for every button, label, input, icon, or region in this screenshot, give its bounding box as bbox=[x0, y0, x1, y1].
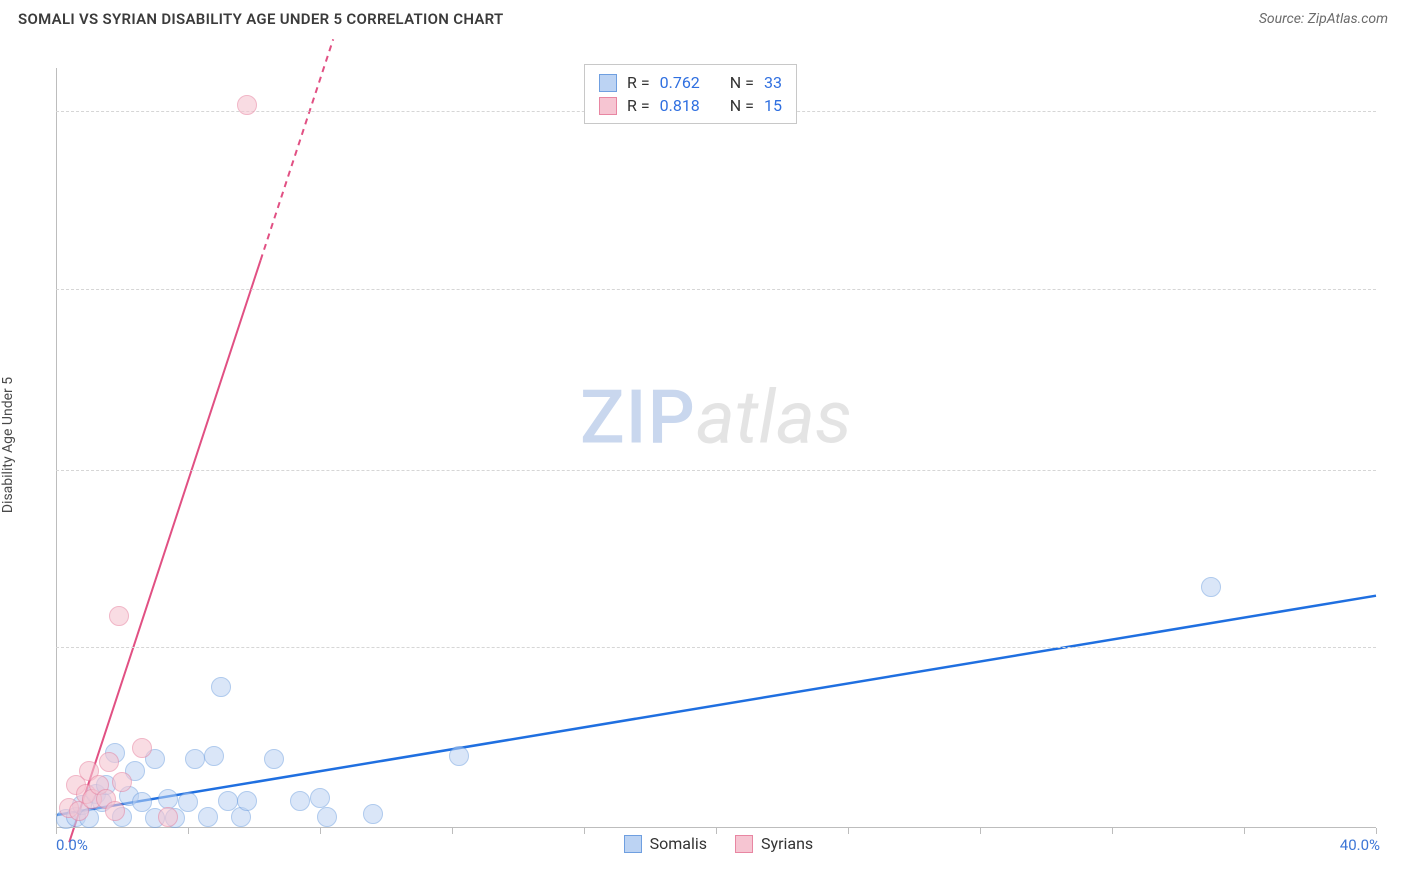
correlation-legend: R = 0.762 N = 33 R = 0.818 N = 15 bbox=[584, 64, 797, 124]
n-label: N = bbox=[730, 96, 754, 115]
scatter-point bbox=[363, 804, 383, 824]
series-legend: Somalis Syrians bbox=[624, 834, 814, 853]
y-tick-label: 12.5% bbox=[1386, 461, 1406, 479]
x-max-label: 40.0% bbox=[1340, 836, 1380, 854]
y-axis-line bbox=[56, 68, 57, 828]
n-value: 33 bbox=[764, 73, 782, 92]
x-origin-label: 0.0% bbox=[56, 836, 88, 854]
x-tick bbox=[452, 828, 453, 834]
legend-item: Syrians bbox=[735, 834, 813, 853]
scatter-point bbox=[204, 746, 224, 766]
scatter-point bbox=[112, 772, 132, 792]
r-value: 0.762 bbox=[660, 73, 700, 92]
legend-label: Somalis bbox=[650, 834, 707, 853]
scatter-point bbox=[237, 95, 257, 115]
legend-item: Somalis bbox=[624, 834, 707, 853]
x-tick bbox=[320, 828, 321, 834]
legend-swatch bbox=[599, 97, 617, 115]
legend-label: Syrians bbox=[761, 834, 813, 853]
r-label: R = bbox=[627, 73, 650, 92]
scatter-point bbox=[109, 606, 129, 626]
x-tick bbox=[188, 828, 189, 834]
scatter-point bbox=[178, 792, 198, 812]
chart-container: Disability Age Under 5 ZIPatlas 0.0% 40.… bbox=[14, 40, 1392, 850]
legend-row: R = 0.818 N = 15 bbox=[599, 94, 782, 117]
r-label: R = bbox=[627, 96, 650, 115]
scatter-point bbox=[449, 746, 469, 766]
y-axis-label: Disability Age Under 5 bbox=[0, 377, 16, 513]
x-tick bbox=[584, 828, 585, 834]
scatter-point bbox=[105, 801, 125, 821]
x-tick bbox=[1244, 828, 1245, 834]
scatter-point bbox=[132, 738, 152, 758]
source-label: Source: ZipAtlas.com bbox=[1259, 11, 1388, 27]
scatter-point bbox=[237, 791, 257, 811]
x-tick bbox=[980, 828, 981, 834]
plot-area: ZIPatlas 0.0% 40.0% 6.3%12.5%18.8%25.0% bbox=[56, 68, 1376, 828]
scatter-point bbox=[185, 749, 205, 769]
n-value: 15 bbox=[764, 96, 782, 115]
gridline bbox=[56, 470, 1376, 471]
x-tick bbox=[1376, 828, 1377, 834]
x-tick bbox=[56, 828, 57, 834]
scatter-point bbox=[198, 807, 218, 827]
scatter-point bbox=[264, 749, 284, 769]
legend-swatch bbox=[624, 835, 642, 853]
legend-swatch bbox=[599, 74, 617, 92]
y-tick-label: 6.3% bbox=[1386, 638, 1406, 656]
scatter-point bbox=[1201, 577, 1221, 597]
gridline bbox=[56, 289, 1376, 290]
y-tick-label: 18.8% bbox=[1386, 280, 1406, 298]
legend-row: R = 0.762 N = 33 bbox=[599, 71, 782, 94]
y-tick-label: 25.0% bbox=[1386, 102, 1406, 120]
scatter-point bbox=[317, 807, 337, 827]
scatter-point bbox=[310, 788, 330, 808]
scatter-point bbox=[158, 807, 178, 827]
scatter-point bbox=[290, 791, 310, 811]
x-tick bbox=[848, 828, 849, 834]
scatter-point bbox=[211, 677, 231, 697]
scatter-point bbox=[99, 752, 119, 772]
gridline bbox=[56, 647, 1376, 648]
legend-swatch bbox=[735, 835, 753, 853]
r-value: 0.818 bbox=[660, 96, 700, 115]
trend-lines bbox=[56, 68, 1376, 828]
chart-title: SOMALI VS SYRIAN DISABILITY AGE UNDER 5 … bbox=[18, 10, 504, 28]
x-tick bbox=[1112, 828, 1113, 834]
n-label: N = bbox=[730, 73, 754, 92]
